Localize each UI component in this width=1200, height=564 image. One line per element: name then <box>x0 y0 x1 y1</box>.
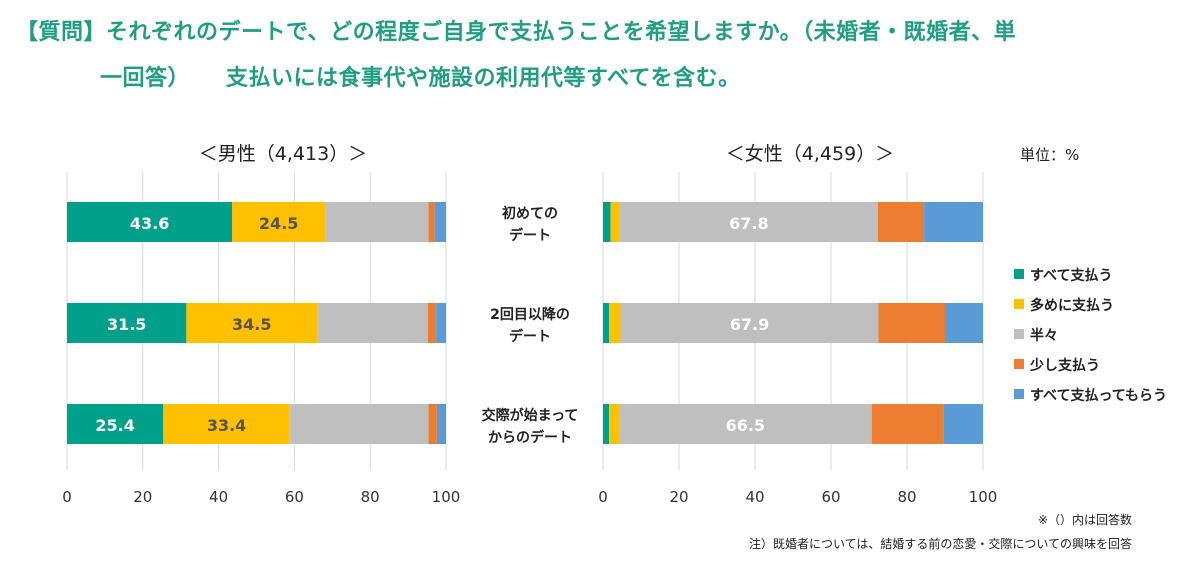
bar-segment <box>618 404 872 444</box>
legend-swatch <box>1014 269 1024 279</box>
x-tick-label: 0 <box>598 488 608 506</box>
data-label: 31.5 <box>107 315 146 334</box>
legend-label: すべて支払う <box>1030 267 1112 284</box>
category-label: からのデート <box>488 429 572 446</box>
legend-swatch <box>1014 329 1024 339</box>
bar-segment <box>620 303 879 343</box>
x-tick-label: 80 <box>897 488 916 506</box>
x-tick-label: 60 <box>821 488 840 506</box>
footnote-married: 注）既婚者については、結婚する前の恋愛・交際についての興味を回答 <box>749 536 1132 551</box>
answer-type: 一回答） <box>100 66 191 91</box>
x-tick-label: 80 <box>361 488 380 506</box>
category-label: 初めての <box>502 205 558 222</box>
category-label: デート <box>509 227 551 244</box>
category-label: 2回目以降の <box>490 306 570 323</box>
x-tick-label: 20 <box>133 488 152 506</box>
x-tick-label: 20 <box>669 488 688 506</box>
bar-segment <box>67 404 164 444</box>
legend-swatch <box>1014 389 1024 399</box>
question-subtitle: 一回答） 支払いには食事代や施設の利用代等すべてを含む。 <box>100 60 741 92</box>
bar-segment <box>871 404 944 444</box>
payment-note: 支払いには食事代や施設の利用代等すべてを含む。 <box>226 66 741 91</box>
unit-label: 単位：% <box>1020 146 1079 164</box>
bar-segment <box>603 404 610 444</box>
legend-label: 多めに支払う <box>1030 297 1114 314</box>
bar-segment <box>232 202 326 242</box>
data-label: 67.8 <box>729 214 768 233</box>
bar-segment <box>163 404 290 444</box>
bar-segment <box>317 303 428 343</box>
bar-segment <box>609 303 621 343</box>
legend-swatch <box>1014 359 1024 369</box>
x-tick-label: 40 <box>745 488 764 506</box>
category-label: デート <box>509 328 551 345</box>
bar-segment <box>67 303 187 343</box>
x-tick-label: 60 <box>285 488 304 506</box>
bar-segment <box>877 202 925 242</box>
data-label: 24.5 <box>259 214 298 233</box>
bar-segment <box>620 202 878 242</box>
x-tick-label: 100 <box>432 488 461 506</box>
footnote-counts: ※（）内は回答数 <box>1038 512 1132 527</box>
bar-segment <box>610 202 621 242</box>
chart-title: ＜女性（4,459）＞ <box>726 143 894 165</box>
bar-segment <box>603 303 610 343</box>
x-tick-label: 100 <box>969 488 998 506</box>
bar-segment <box>289 404 429 444</box>
category-label: 交際が始まって <box>482 407 579 424</box>
bar-segment <box>878 303 945 343</box>
bar-segment <box>603 202 611 242</box>
bar-segment <box>945 303 983 343</box>
bar-segment <box>609 404 619 444</box>
data-label: 33.4 <box>207 416 246 435</box>
bar-segment <box>943 404 983 444</box>
data-label: 43.6 <box>130 214 169 233</box>
data-label: 25.4 <box>95 416 134 435</box>
bar-segment <box>436 404 446 444</box>
legend-label: すべて支払ってもらう <box>1030 387 1167 404</box>
bar-segment <box>325 202 429 242</box>
question-title: 【質問】それぞれのデートで、どの程度ご自身で支払うことを希望しますか。（未婚者・… <box>16 20 1017 45</box>
bar-segment <box>427 303 437 343</box>
bar-segment <box>186 303 318 343</box>
data-label: 67.9 <box>730 315 769 334</box>
bar-segment <box>924 202 983 242</box>
legend-label: 半々 <box>1030 327 1058 344</box>
bar-segment <box>428 202 435 242</box>
x-tick-label: 40 <box>209 488 228 506</box>
data-label: 66.5 <box>726 416 765 435</box>
legend-swatch <box>1014 299 1024 309</box>
bar-segment <box>436 303 446 343</box>
data-label: 34.5 <box>232 315 271 334</box>
chart-title: ＜男性（4,413）＞ <box>199 143 367 165</box>
bar-segment <box>428 404 437 444</box>
bar-segment <box>434 202 446 242</box>
legend-label: 少し支払う <box>1029 357 1100 374</box>
x-tick-label: 0 <box>62 488 72 506</box>
bar-segment <box>67 202 233 242</box>
